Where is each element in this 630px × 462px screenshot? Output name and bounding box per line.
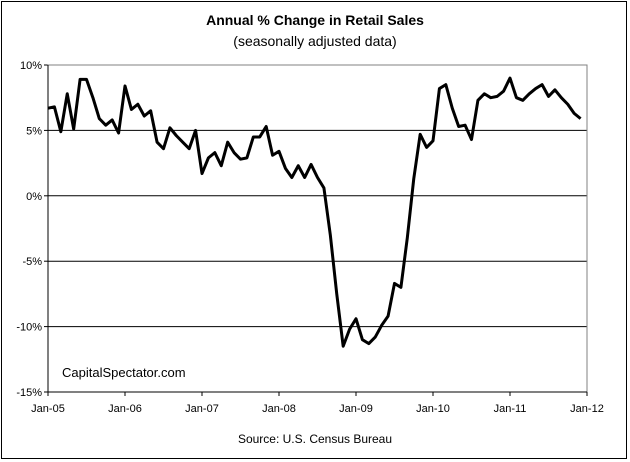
y-tick-label: 5% — [26, 125, 42, 137]
x-tick-label: Jan-06 — [108, 403, 142, 415]
x-tick-label: Jan-08 — [262, 403, 296, 415]
y-tick-label: 0% — [26, 191, 42, 203]
chart-subtitle: (seasonally adjusted data) — [233, 33, 397, 49]
x-tick-label: Jan-05 — [31, 403, 65, 415]
x-tick-label: Jan-11 — [494, 403, 527, 415]
chart-title: Annual % Change in Retail Sales — [206, 12, 424, 28]
x-tick-label: Jan-09 — [339, 403, 373, 415]
watermark-text: CapitalSpectator.com — [62, 365, 186, 380]
y-tick-label: 10% — [20, 60, 42, 72]
x-tick-label: Jan-12 — [570, 403, 604, 415]
source-note: Source: U.S. Census Bureau — [237, 432, 393, 446]
y-tick-label: -5% — [22, 256, 42, 268]
retail-sales-line — [47, 76, 582, 348]
plot-area — [47, 64, 588, 393]
x-tick-label: Jan-10 — [416, 403, 450, 415]
y-tick-label: -10% — [16, 322, 42, 334]
x-tick-label: Jan-07 — [185, 403, 219, 415]
y-tick-label: -15% — [16, 387, 42, 399]
